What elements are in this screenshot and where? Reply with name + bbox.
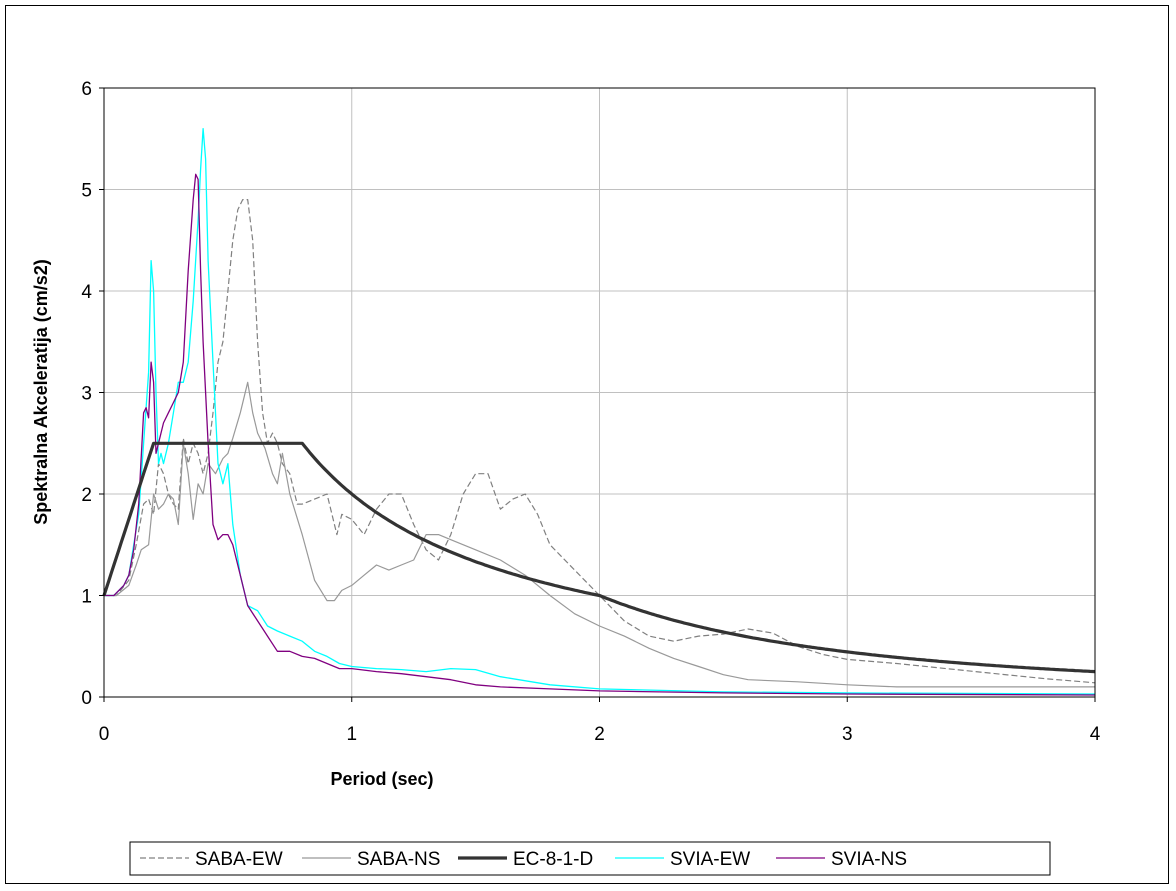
y-axis-title: Spektralna Akceleratija (cm/s2)	[31, 259, 51, 524]
x-tick-label: 2	[594, 724, 605, 745]
series-line-saba-ns	[104, 381, 1095, 688]
y-tick-label: 0	[81, 688, 92, 709]
x-tick-labels: 0 1 2 3 4	[99, 724, 1101, 745]
series-line-svia-ew	[104, 127, 1096, 695]
y-tick-label: 2	[81, 485, 92, 506]
plot-border	[103, 87, 1096, 698]
legend-label: SVIA-EW	[670, 849, 750, 870]
legend-label: SABA-EW	[195, 849, 283, 870]
series-layer	[102, 127, 1096, 696]
x-tick-label: 1	[346, 724, 357, 745]
x-tick-label: 4	[1090, 724, 1101, 745]
series-line-svia-ns	[104, 173, 1096, 696]
series-line-ec-8-1-d	[102, 441, 1096, 674]
y-tick-label: 3	[81, 384, 92, 405]
y-tick-label: 6	[81, 79, 92, 100]
legend-label: EC-8-1-D	[513, 849, 593, 870]
y-tick-labels: 0 1 2 3 4 5 6	[81, 79, 92, 709]
y-tick-label: 1	[81, 587, 92, 608]
x-tick-label: 0	[99, 724, 110, 745]
y-tick-label: 4	[81, 282, 92, 303]
legend-label: SABA-NS	[357, 849, 440, 870]
legend-label: SVIA-NS	[831, 849, 907, 870]
x-tick-label: 3	[842, 724, 853, 745]
legend: SABA-EW SABA-NS EC-8-1-D SVIA-EW SVIA-NS	[129, 841, 1051, 876]
y-tick-label: 5	[81, 181, 92, 202]
x-axis-title: Period (sec)	[330, 769, 433, 789]
legend-box	[129, 841, 1051, 876]
